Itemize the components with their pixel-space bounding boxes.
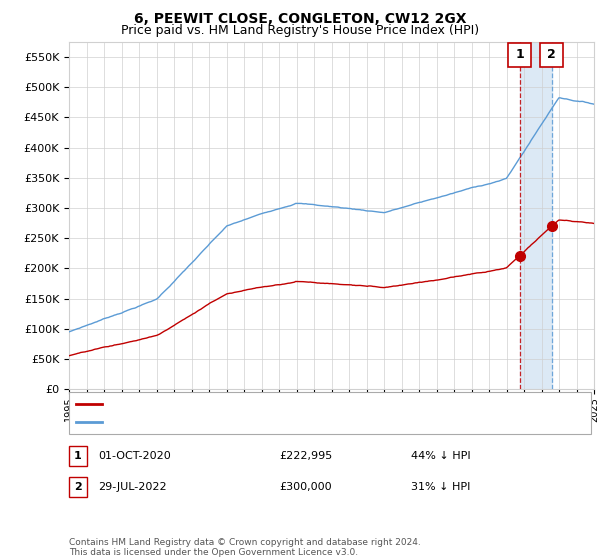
Bar	[520, 42, 552, 389]
Text: Contains HM Land Registry data © Crown copyright and database right 2024.
This d: Contains HM Land Registry data © Crown c…	[69, 538, 421, 557]
Text: 2: 2	[547, 48, 556, 62]
Text: 1: 1	[515, 48, 524, 62]
Text: 6, PEEWIT CLOSE, CONGLETON, CW12 2GX (detached house): 6, PEEWIT CLOSE, CONGLETON, CW12 2GX (de…	[108, 399, 427, 409]
Text: 2: 2	[74, 482, 82, 492]
Text: 29-JUL-2022: 29-JUL-2022	[98, 482, 166, 492]
Text: 1: 1	[74, 451, 82, 461]
Text: 31% ↓ HPI: 31% ↓ HPI	[411, 482, 470, 492]
Text: 01-OCT-2020: 01-OCT-2020	[98, 451, 170, 461]
Text: 6, PEEWIT CLOSE, CONGLETON, CW12 2GX: 6, PEEWIT CLOSE, CONGLETON, CW12 2GX	[134, 12, 466, 26]
Text: HPI: Average price, detached house, Cheshire East: HPI: Average price, detached house, Ches…	[108, 417, 373, 427]
Text: Price paid vs. HM Land Registry's House Price Index (HPI): Price paid vs. HM Land Registry's House …	[121, 24, 479, 37]
Text: £300,000: £300,000	[279, 482, 332, 492]
Text: £222,995: £222,995	[279, 451, 332, 461]
Text: 44% ↓ HPI: 44% ↓ HPI	[411, 451, 470, 461]
